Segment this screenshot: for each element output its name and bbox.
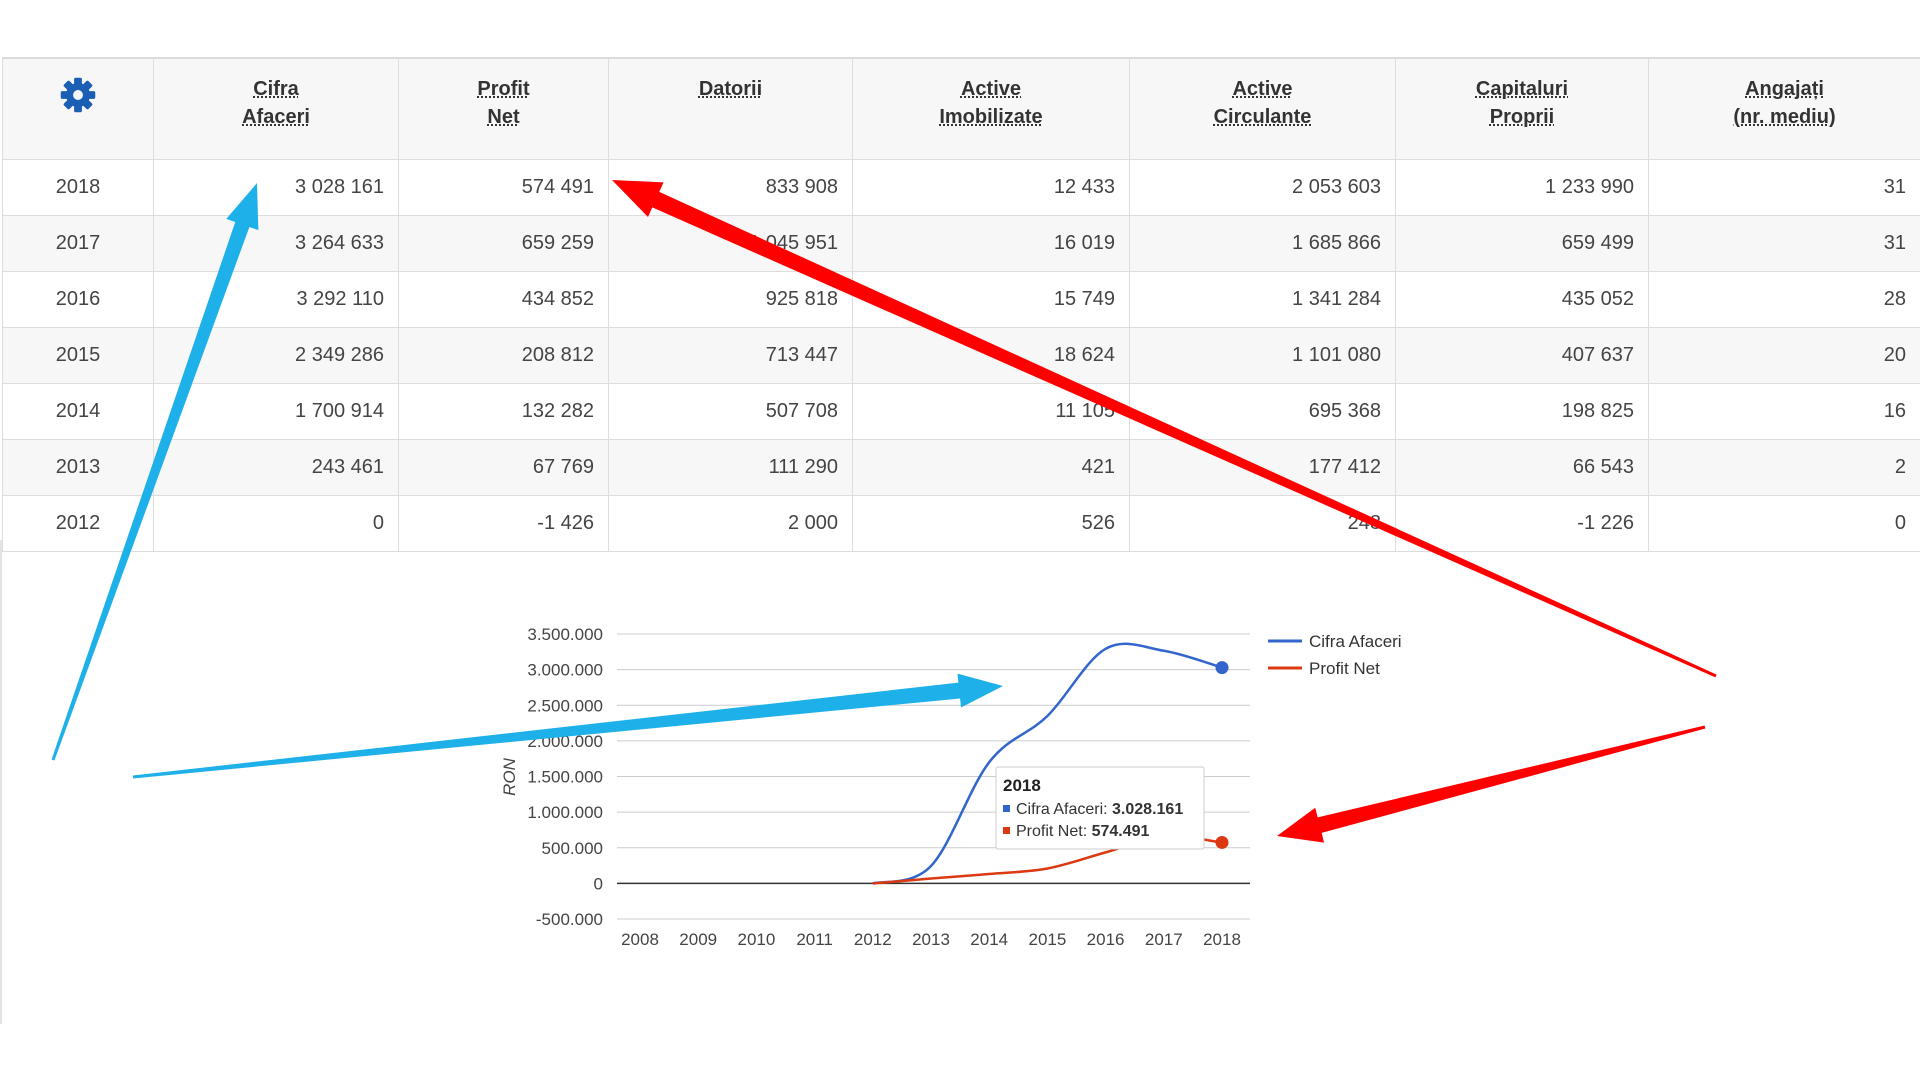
column-header-line: Net [487, 106, 520, 128]
y-tick-label: 3.500.000 [527, 625, 603, 644]
x-tick-label: 2013 [912, 930, 950, 949]
y-tick-label: 500.000 [542, 839, 603, 858]
y-tick-label: 2.500.000 [527, 696, 603, 715]
column-header-line: Angajați [1745, 78, 1824, 100]
tooltip-title: 2018 [1003, 776, 1041, 795]
y-tick-label: 1.000.000 [527, 803, 603, 822]
column-header[interactable]: Cifra Afaceri [153, 58, 399, 160]
value-cell: 132 282 [398, 383, 609, 440]
column-header-line: Proprii [1489, 106, 1555, 128]
column-header-line: Datorii [698, 78, 763, 100]
column-header[interactable]: Capitaluri Proprii [1395, 58, 1649, 160]
column-header[interactable]: Angajați (nr. mediu) [1648, 58, 1920, 160]
column-header-line: Afaceri [242, 106, 310, 128]
value-cell: 208 812 [398, 327, 609, 384]
tooltip-row-value: 574.491 [1092, 823, 1150, 840]
x-tick-label: 2009 [679, 930, 717, 949]
column-header-line: Active [1232, 78, 1293, 100]
legend-label[interactable]: Cifra Afaceri [1309, 632, 1402, 651]
column-header-line: Active [960, 78, 1022, 100]
value-cell: 659 259 [398, 215, 609, 272]
x-tick-label: 2015 [1028, 930, 1066, 949]
tooltip-row-label: Profit Net: [1016, 823, 1092, 840]
x-tick-label: 2018 [1203, 930, 1241, 949]
tooltip-row-value: 3.028.161 [1112, 801, 1183, 818]
y-tick-label: 2.000.000 [527, 732, 603, 751]
chart-legend: Cifra Afaceri Profit Net [1268, 632, 1402, 678]
x-tick-label: 2014 [970, 930, 1008, 949]
y-tick-label: -500.000 [536, 910, 603, 929]
value-cell: 434 852 [398, 271, 609, 328]
column-header-line: Capitaluri [1475, 78, 1569, 100]
series-point[interactable] [1215, 661, 1229, 675]
tooltip-swatch [1003, 827, 1010, 834]
left-border [0, 540, 2, 1024]
chart-tooltip: 2018 Cifra Afaceri: 3.028.161 Profit Net: … [995, 766, 1205, 850]
x-tick-label: 2011 [796, 930, 833, 949]
legend-label[interactable]: Profit Net [1309, 659, 1380, 678]
value-cell: 3 028 161 [153, 159, 399, 216]
x-tick-label: 2012 [854, 930, 892, 949]
column-header-line: Profit [477, 78, 530, 100]
settings-header-cell[interactable] [2, 58, 154, 160]
tooltip-row-label: Cifra Afaceri: [1016, 801, 1112, 818]
column-header-line: Cifra [253, 78, 299, 100]
x-tick-label: 2010 [737, 930, 775, 949]
column-header[interactable]: Active Circulante [1129, 58, 1396, 160]
tooltip-row: Profit Net: 574.491 [1016, 823, 1150, 840]
column-header-line: Circulante [1213, 106, 1312, 128]
tooltip-box [995, 766, 1205, 850]
column-header-line: Imobilizate [939, 106, 1043, 128]
tooltip-row: Cifra Afaceri: 3.028.161 [1016, 801, 1183, 818]
y-axis-label: RON [500, 757, 519, 796]
y-tick-label: 3.000.000 [527, 661, 603, 680]
column-header[interactable]: Active Imobilizate [852, 58, 1130, 160]
tooltip-swatch [1003, 805, 1010, 812]
value-cell: -1 426 [398, 495, 609, 552]
x-tick-label: 2016 [1087, 930, 1125, 949]
gear-icon[interactable] [60, 77, 96, 113]
series-point[interactable] [1215, 835, 1229, 849]
gear-hole [73, 90, 83, 100]
column-header-line: (nr. mediu) [1733, 106, 1836, 128]
y-tick-label: 0 [594, 874, 603, 893]
y-tick-label: 1.500.000 [527, 768, 603, 787]
x-tick-label: 2017 [1145, 930, 1183, 949]
table-header-row: Cifra Afaceri Profit Net Datorii Active Imo… [2, 58, 1920, 160]
column-header[interactable]: Datorii [608, 58, 853, 160]
x-tick-label: 2008 [621, 930, 659, 949]
